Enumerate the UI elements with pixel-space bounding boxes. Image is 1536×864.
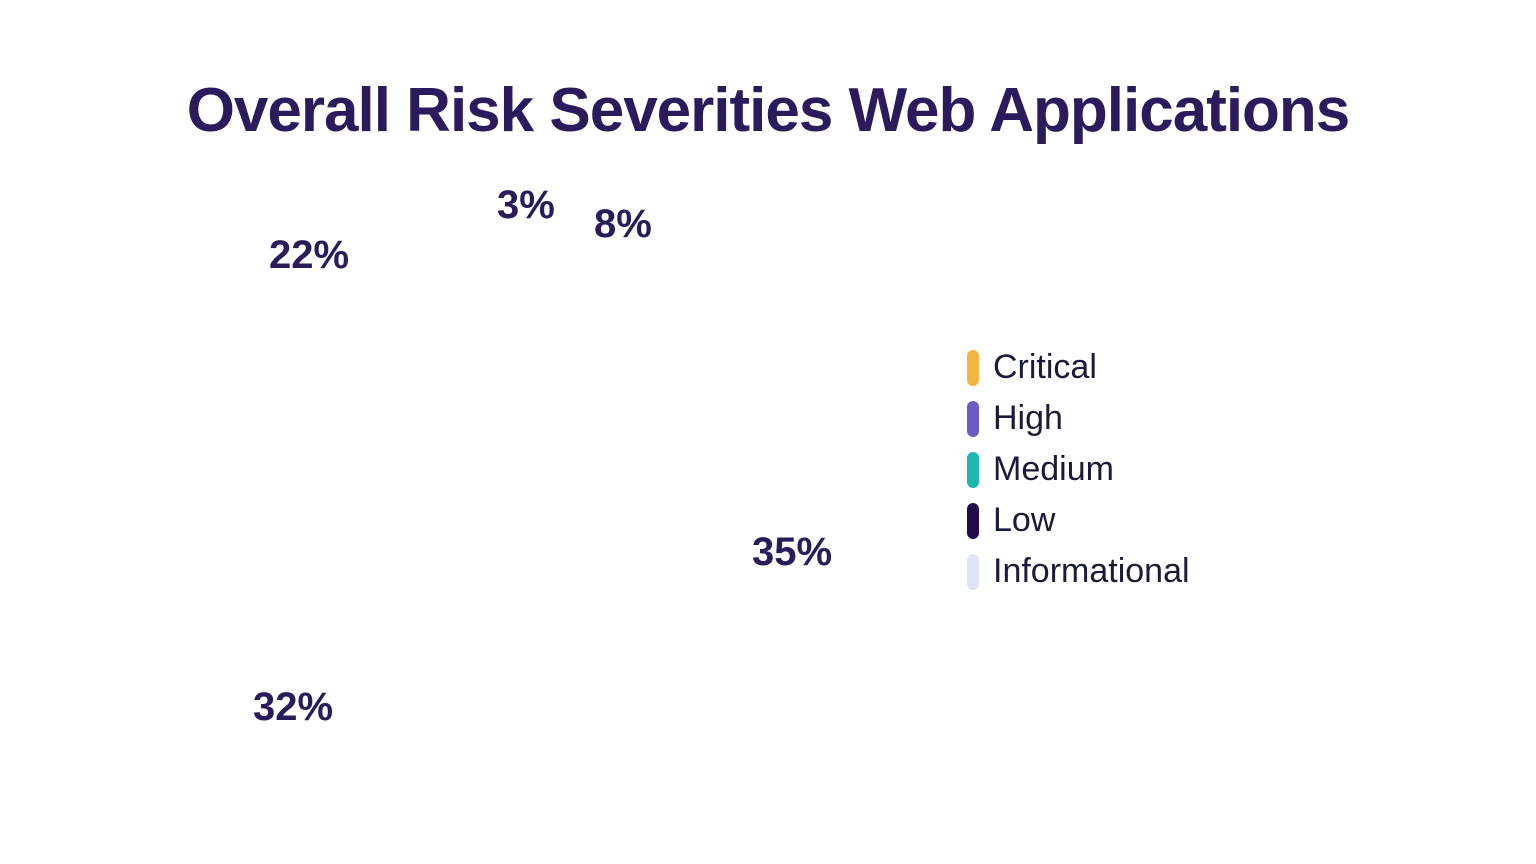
data-label-informational: 22% — [269, 233, 349, 278]
legend-item-informational: Informational — [967, 552, 1190, 591]
legend-label-medium: Medium — [993, 450, 1114, 489]
legend-swatch-informational — [967, 554, 979, 590]
chart-area: 3% 8% 35% 32% 22% — [0, 0, 1536, 864]
data-label-medium: 35% — [752, 530, 832, 575]
legend-swatch-critical — [967, 350, 979, 386]
data-label-low: 32% — [253, 685, 333, 730]
legend-item-low: Low — [967, 501, 1190, 540]
legend-swatch-low — [967, 503, 979, 539]
data-label-critical: 3% — [497, 183, 555, 228]
legend-item-critical: Critical — [967, 348, 1190, 387]
legend-item-medium: Medium — [967, 450, 1190, 489]
legend-label-high: High — [993, 399, 1063, 438]
legend-label-informational: Informational — [993, 552, 1190, 591]
legend-label-critical: Critical — [993, 348, 1097, 387]
data-label-high: 8% — [594, 202, 652, 247]
legend-item-high: High — [967, 399, 1190, 438]
legend: Critical High Medium Low Informational — [967, 348, 1190, 591]
legend-swatch-medium — [967, 452, 979, 488]
legend-swatch-high — [967, 401, 979, 437]
legend-label-low: Low — [993, 501, 1055, 540]
